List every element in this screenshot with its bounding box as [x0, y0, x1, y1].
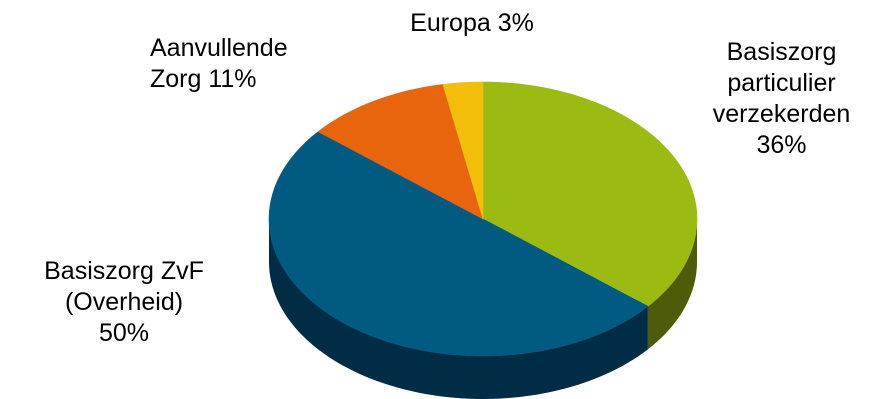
slice-europa-3	[442, 81, 484, 220]
slice-basiszorg-zvf-overheid-50	[268, 131, 649, 357]
label-basiszorg-zvf: Basiszorg ZvF (Overheid) 50%	[44, 257, 204, 347]
label-aanvullende-zorg: Aanvullende Zorg 11%	[150, 34, 288, 93]
pie-top	[268, 81, 698, 357]
slice-side-basiszorg-zvf-overheid-50	[269, 219, 648, 399]
label-europa: Europa 3%	[410, 9, 534, 37]
label-basiszorg-particulier: Basiszorg particulier verzekerden 36%	[712, 38, 851, 159]
pie-sides	[269, 219, 697, 399]
slice-side-basiszorg-particulier-verzekerden-36	[647, 219, 697, 350]
slice-basiszorg-particulier-verzekerden-36	[482, 81, 698, 307]
slice-aanvullende-zorg-11	[317, 84, 484, 220]
